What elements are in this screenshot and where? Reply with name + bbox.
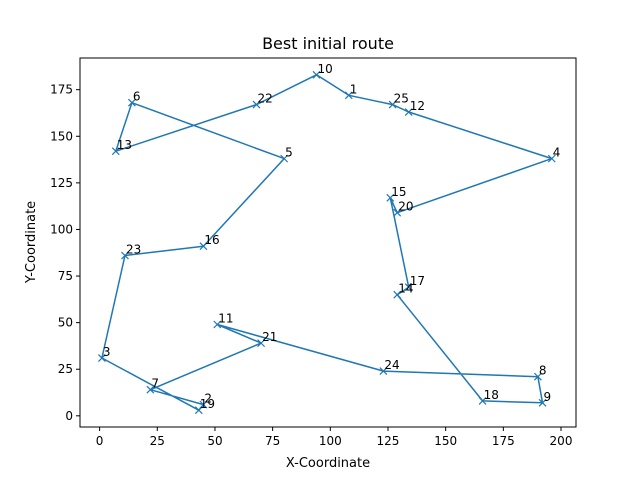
route-point-label: 4 [553,146,561,160]
axis-ticks: 0 25 50 75 100 125 150 175 200025507510012515017… [50,83,572,448]
route-point-marker [547,154,556,163]
x-tick-label: 175 [492,434,515,448]
route-point-label: 16 [204,233,219,247]
route-point-marker [111,147,120,156]
axes-frame [79,57,577,428]
route-point-label: 24 [384,358,399,372]
route-point-marker [344,91,353,100]
route-point-label: 23 [126,243,141,257]
x-tick-label: 150 [434,434,457,448]
route-point-label: 21 [262,330,277,344]
route-point-marker [312,70,321,79]
route-point-marker [213,320,222,329]
route-point-label: 14 [398,282,413,296]
route-point-label: 19 [200,397,215,411]
y-tick-label: 150 [50,129,73,143]
route-point-marker [280,154,289,163]
route-point-marker [404,108,413,116]
x-tick-label: 25 [150,434,165,448]
route-point-label: 5 [285,146,293,160]
route-point-label: 12 [410,99,425,113]
route-point-marker [121,251,129,260]
route-point-marker [386,193,395,202]
route-line [101,74,553,411]
route-point-marker [379,367,388,376]
route-point-marker [127,98,136,107]
x-tick-label: 200 [550,434,573,448]
route-point-marker [199,400,208,409]
y-axis-label: Y-Coordinate [24,201,39,284]
route-point-label: 17 [410,274,425,288]
route-point-label: 20 [398,200,413,214]
route-point-label: 10 [317,62,332,76]
y-tick-label: 100 [50,222,73,236]
route-point-marker [538,398,547,407]
route-point-marker [393,290,402,299]
y-tick-label: 75 [58,269,73,283]
route-point-label: 13 [117,138,132,152]
route-point-label: 11 [218,312,233,326]
route-point-label: 6 [133,90,141,104]
x-tick-label: 75 [265,434,280,448]
x-axis-label: X-Coordinate [286,456,370,471]
x-tick-label: 50 [207,434,222,448]
route-point-marker [534,372,542,381]
route-point-label: 25 [394,92,409,106]
y-tick-label: 125 [50,176,73,190]
route-point-marker [199,242,208,251]
x-tick-label: 125 [377,434,400,448]
route-point-marker [388,100,397,109]
y-tick-label: 0 [65,409,73,423]
route-point-marker [194,406,203,415]
y-tick-label: 50 [58,316,73,330]
route-point-label: 8 [539,364,547,378]
route-point-marker [478,396,487,405]
route-point-label: 2 [204,392,212,406]
route-point-label: 18 [484,388,499,402]
x-tick-label: 100 [319,434,342,448]
chart-title: Best initial route [262,34,394,53]
route-point-label: 15 [391,185,406,199]
y-tick-label: 175 [50,83,73,97]
route-point-marker [257,339,266,348]
route-point-marker [252,100,261,109]
route-point-label: 7 [151,377,159,391]
route-point-label: 1 [350,82,358,96]
y-tick-label: 25 [58,362,73,376]
route-point-label: 3 [103,345,111,359]
route-point-marker [404,283,413,292]
x-tick-label: 0 [96,434,104,448]
route-point-marker [146,385,155,394]
route-point-label: 9 [544,390,552,404]
route-point-marker [393,208,402,217]
route-point-marker [97,354,106,362]
route-point-label: 22 [257,92,272,106]
